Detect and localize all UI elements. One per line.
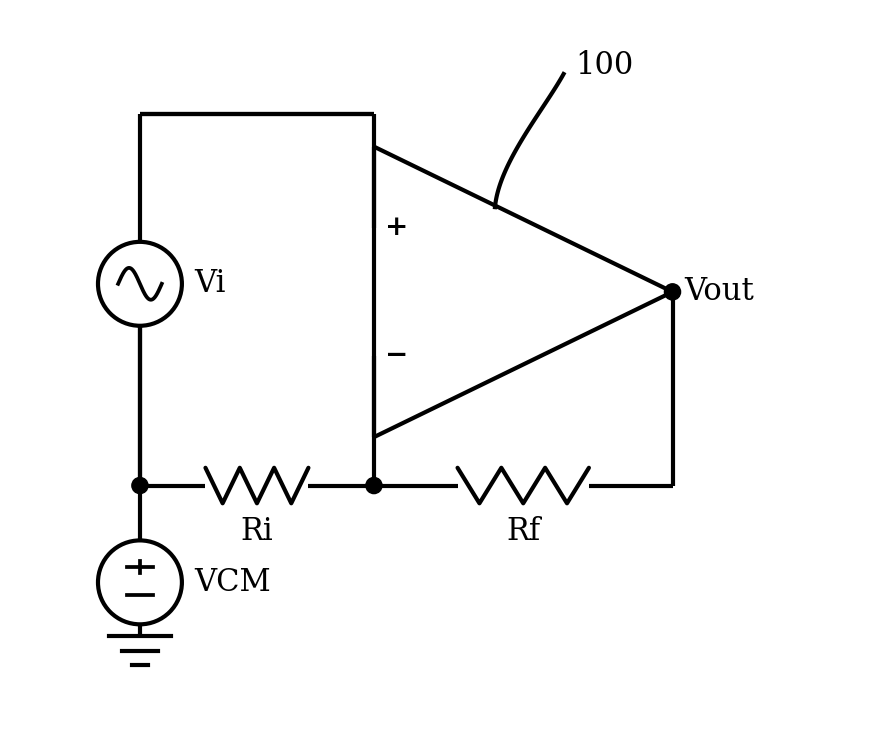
Text: Vout: Vout <box>685 276 754 308</box>
Text: Rf: Rf <box>506 516 540 547</box>
Circle shape <box>665 284 681 300</box>
Text: Vi: Vi <box>194 268 225 300</box>
Circle shape <box>132 477 148 494</box>
Text: +: + <box>385 214 408 241</box>
Text: 100: 100 <box>575 50 634 82</box>
Circle shape <box>366 477 382 494</box>
Text: Ri: Ri <box>240 516 274 547</box>
Text: VCM: VCM <box>194 567 271 598</box>
Text: −: − <box>385 343 408 370</box>
